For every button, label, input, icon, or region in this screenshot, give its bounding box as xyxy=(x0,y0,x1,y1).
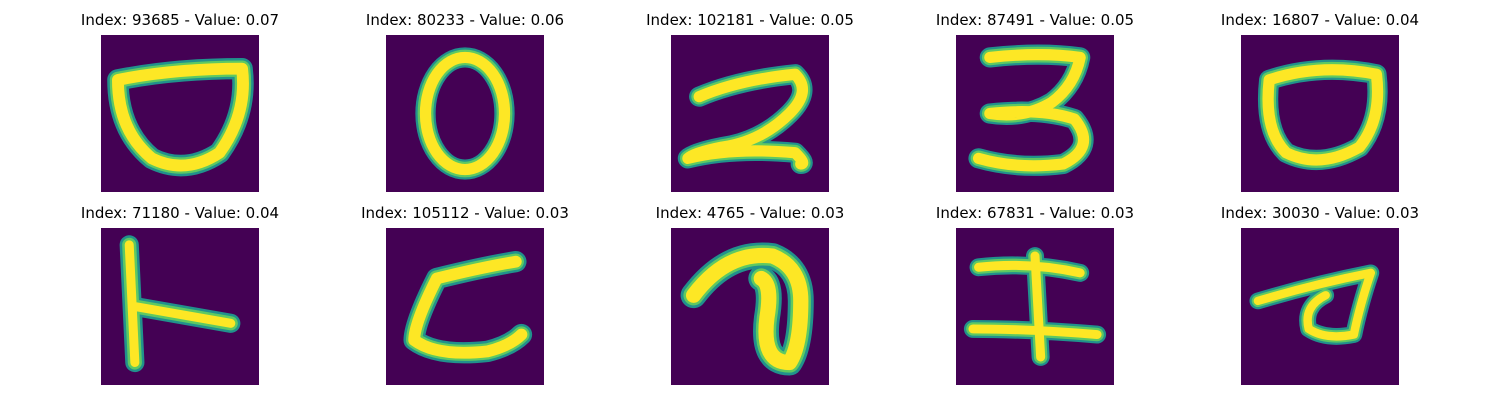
panel-title: Index: 105112 - Value: 0.03 xyxy=(361,204,569,222)
panel-title: Index: 30030 - Value: 0.03 xyxy=(1220,204,1420,222)
panel-title: Index: 16807 - Value: 0.04 xyxy=(1220,11,1420,29)
image-panel-3: Index: 102181 - Value: 0.05 xyxy=(630,11,870,192)
image-panel-9: Index: 67831 - Value: 0.03 xyxy=(915,204,1155,385)
digit-image xyxy=(386,35,544,192)
panel-title: Index: 87491 - Value: 0.05 xyxy=(935,11,1135,29)
image-panel-10: Index: 30030 - Value: 0.03 xyxy=(1200,204,1440,385)
panel-title: Index: 67831 - Value: 0.03 xyxy=(935,204,1135,222)
panel-title: Index: 93685 - Value: 0.07 xyxy=(80,11,280,29)
panel-title: Index: 102181 - Value: 0.05 xyxy=(646,11,854,29)
panel-title: Index: 4765 - Value: 0.03 xyxy=(655,204,845,222)
image-panel-1: Index: 93685 - Value: 0.07 xyxy=(60,11,300,192)
digit-image xyxy=(956,228,1114,385)
digit-image xyxy=(1241,228,1399,385)
digit-image xyxy=(671,35,829,192)
digit-image xyxy=(386,228,544,385)
image-panel-7: Index: 105112 - Value: 0.03 xyxy=(345,204,585,385)
digit-image xyxy=(101,228,259,385)
image-panel-4: Index: 87491 - Value: 0.05 xyxy=(915,11,1155,192)
image-panel-2: Index: 80233 - Value: 0.06 xyxy=(345,11,585,192)
digit-image xyxy=(101,35,259,192)
panel-title: Index: 80233 - Value: 0.06 xyxy=(365,11,565,29)
image-panel-5: Index: 16807 - Value: 0.04 xyxy=(1200,11,1440,192)
image-panel-8: Index: 4765 - Value: 0.03 xyxy=(630,204,870,385)
digit-image xyxy=(1241,35,1399,192)
panel-title: Index: 71180 - Value: 0.04 xyxy=(80,204,280,222)
digit-image xyxy=(956,35,1114,192)
digit-image xyxy=(671,228,829,385)
image-panel-6: Index: 71180 - Value: 0.04 xyxy=(60,204,300,385)
